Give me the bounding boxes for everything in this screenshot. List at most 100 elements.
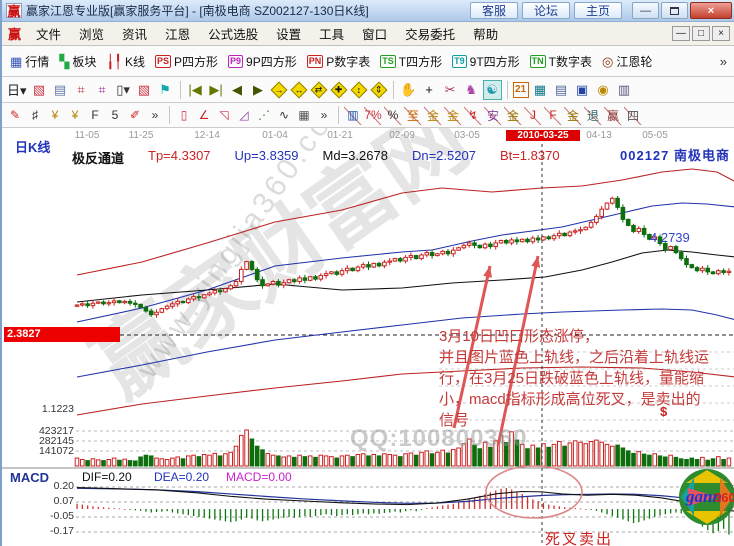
support-button-2[interactable]: 论坛 xyxy=(521,2,570,19)
sectors-button[interactable]: ▚ 板块 xyxy=(54,53,101,70)
fan-up-tool-icon[interactable]: ◹ xyxy=(219,108,229,122)
menu-设置[interactable]: 设置 xyxy=(276,28,302,42)
j-angle-tool-icon[interactable]: J xyxy=(524,105,542,125)
menu-文件[interactable]: 文件 xyxy=(36,28,62,42)
candle-style-icon[interactable]: ▯▾ xyxy=(116,81,130,97)
more-tools-icon[interactable]: » xyxy=(151,108,159,122)
macd-hist-up xyxy=(97,506,99,509)
more-draw-icon[interactable]: » xyxy=(320,108,328,122)
t-square-button[interactable]: TS T四方形 xyxy=(375,53,447,70)
zhi-tool-icon[interactable]: 至 xyxy=(404,105,422,125)
menu-资讯[interactable]: 资讯 xyxy=(122,28,148,42)
mdi-minimize-button[interactable]: — xyxy=(672,26,690,41)
compress-icon[interactable]: ⇄ xyxy=(310,81,328,98)
zoom-v-icon[interactable]: ↕ xyxy=(350,81,368,98)
menu-窗口[interactable]: 窗口 xyxy=(362,28,388,42)
si-tool-icon[interactable]: 四 xyxy=(624,105,642,125)
purple-bars-icon[interactable]: ⌗ xyxy=(98,81,106,97)
calendar-icon[interactable]: 21 xyxy=(512,81,529,98)
zoom-h-icon[interactable]: ↔ xyxy=(290,81,308,98)
macd-hist-up xyxy=(102,507,105,509)
red-bars-icon[interactable]: ⌗ xyxy=(77,81,85,97)
coins-icon[interactable]: ◉ xyxy=(597,81,609,97)
kline-button[interactable]: ╽╿ K线 xyxy=(101,53,150,70)
shift-right-icon[interactable]: → xyxy=(270,81,288,98)
gann-shape-icon[interactable]: ♞ xyxy=(465,81,477,97)
last-page-icon[interactable]: ▶| xyxy=(209,81,223,97)
angle-tool-icon[interactable]: ∠ xyxy=(198,108,210,122)
period-selector-icon[interactable]: 日▾ xyxy=(7,83,27,98)
mini-chart-tool-icon[interactable]: ▥ xyxy=(344,105,362,125)
mdi-restore-button[interactable]: □ xyxy=(692,26,710,41)
f-angle-tool-icon[interactable]: F xyxy=(544,105,562,125)
pattern2-icon[interactable]: ▧ xyxy=(137,81,151,97)
measure-icon[interactable]: ✂ xyxy=(444,81,456,97)
seven-percent-tool-icon[interactable]: 7% xyxy=(364,105,382,125)
minimize-button[interactable]: — xyxy=(632,2,659,19)
next-icon[interactable]: ▶ xyxy=(253,81,264,97)
macd-hist-up xyxy=(585,509,587,510)
wave-tool-icon[interactable]: ∿ xyxy=(278,108,290,122)
rays-tool-icon[interactable]: ⋰ xyxy=(258,108,270,122)
five-tool-icon[interactable]: 5 xyxy=(111,108,119,122)
quotes-button[interactable]: ▦ 行情 xyxy=(5,53,54,70)
pencil-tool-icon[interactable]: ✎ xyxy=(9,108,21,122)
menu-浏览[interactable]: 浏览 xyxy=(79,28,105,42)
grid-overlay-tool-icon[interactable]: ▦ xyxy=(298,108,310,122)
candle xyxy=(694,267,700,272)
calculator-icon[interactable]: ▦ xyxy=(533,81,547,97)
support-button-1[interactable]: 客服 xyxy=(469,2,518,19)
gold-ring-tool-icon[interactable]: 金 xyxy=(424,105,442,125)
close-button[interactable]: × xyxy=(690,2,732,19)
volume-bar xyxy=(323,455,329,467)
ying-tool-icon[interactable]: 赢 xyxy=(604,105,622,125)
macd-hist-down xyxy=(177,509,179,514)
p-square-button[interactable]: PS P四方形 xyxy=(150,53,223,70)
memo-icon[interactable]: ▤ xyxy=(53,81,67,97)
smart-brain-icon[interactable]: ☯ xyxy=(482,79,502,100)
menu-交易委托[interactable]: 交易委托 xyxy=(405,28,456,42)
prev-icon[interactable]: ◀ xyxy=(232,81,243,97)
grid-lines-tool-icon[interactable]: ♯ xyxy=(32,108,38,122)
pencil2-tool-icon[interactable]: ✐ xyxy=(129,108,141,122)
t9-square-button[interactable]: T9 9T四方形 xyxy=(447,53,525,70)
candle xyxy=(657,236,663,245)
gold2-tool-icon[interactable]: ¥ xyxy=(71,108,79,122)
trade-pc-icon[interactable]: ▥ xyxy=(617,81,631,97)
gold-angle-tool-icon[interactable]: 金 xyxy=(504,105,522,125)
f-tool-icon[interactable]: F xyxy=(91,108,99,122)
flag-icon[interactable]: ⚑ xyxy=(159,81,171,97)
p-number-button[interactable]: PN P数字表 xyxy=(302,53,376,70)
gold-tool-icon[interactable]: ¥ xyxy=(51,108,59,122)
menu-公式选股[interactable]: 公式选股 xyxy=(208,28,259,42)
gann-wheel-button[interactable]: ◎ 江恩轮 xyxy=(597,53,657,70)
expand-icon[interactable]: ✚ xyxy=(330,81,348,98)
p9-square-button[interactable]: P9 9P四方形 xyxy=(223,53,302,70)
crosshair-icon[interactable]: + xyxy=(425,82,433,97)
bolt-tool-icon[interactable]: ↯ xyxy=(464,105,482,125)
menu-帮助[interactable]: 帮助 xyxy=(473,28,499,42)
tui-tool-icon[interactable]: 退 xyxy=(584,105,602,125)
an-tool-icon[interactable]: 安 xyxy=(484,105,502,125)
toolbar-overflow-icon[interactable]: » xyxy=(719,53,727,69)
hand-tool-icon[interactable]: ✋ xyxy=(399,81,417,97)
menu-工具[interactable]: 工具 xyxy=(319,28,345,42)
gold-line-tool-icon[interactable]: 金 xyxy=(444,105,462,125)
mdi-close-button[interactable]: × xyxy=(712,26,730,41)
support-button-3[interactable]: 主页 xyxy=(573,2,622,19)
maximize-button[interactable] xyxy=(661,2,688,19)
menu-江恩[interactable]: 江恩 xyxy=(165,28,191,42)
pattern-icon[interactable]: ▧ xyxy=(32,81,46,97)
t-number-button[interactable]: TN T数字表 xyxy=(525,53,597,70)
first-page-icon[interactable]: |◀ xyxy=(188,81,202,97)
fan-down-tool-icon[interactable]: ◿ xyxy=(239,108,249,122)
percent-tool-icon[interactable]: % xyxy=(384,105,402,125)
notepad-icon[interactable]: ▤ xyxy=(554,81,568,97)
channel-tool-icon[interactable]: ▯ xyxy=(180,108,188,122)
gold-slash-tool-icon[interactable]: 金 xyxy=(564,105,582,125)
stretch-v-icon[interactable]: ⇕ xyxy=(370,81,388,98)
volume-bar xyxy=(297,454,302,467)
stretch-v-icon-glyph: ⇕ xyxy=(374,83,383,94)
save-icon[interactable]: ▣ xyxy=(575,81,589,97)
